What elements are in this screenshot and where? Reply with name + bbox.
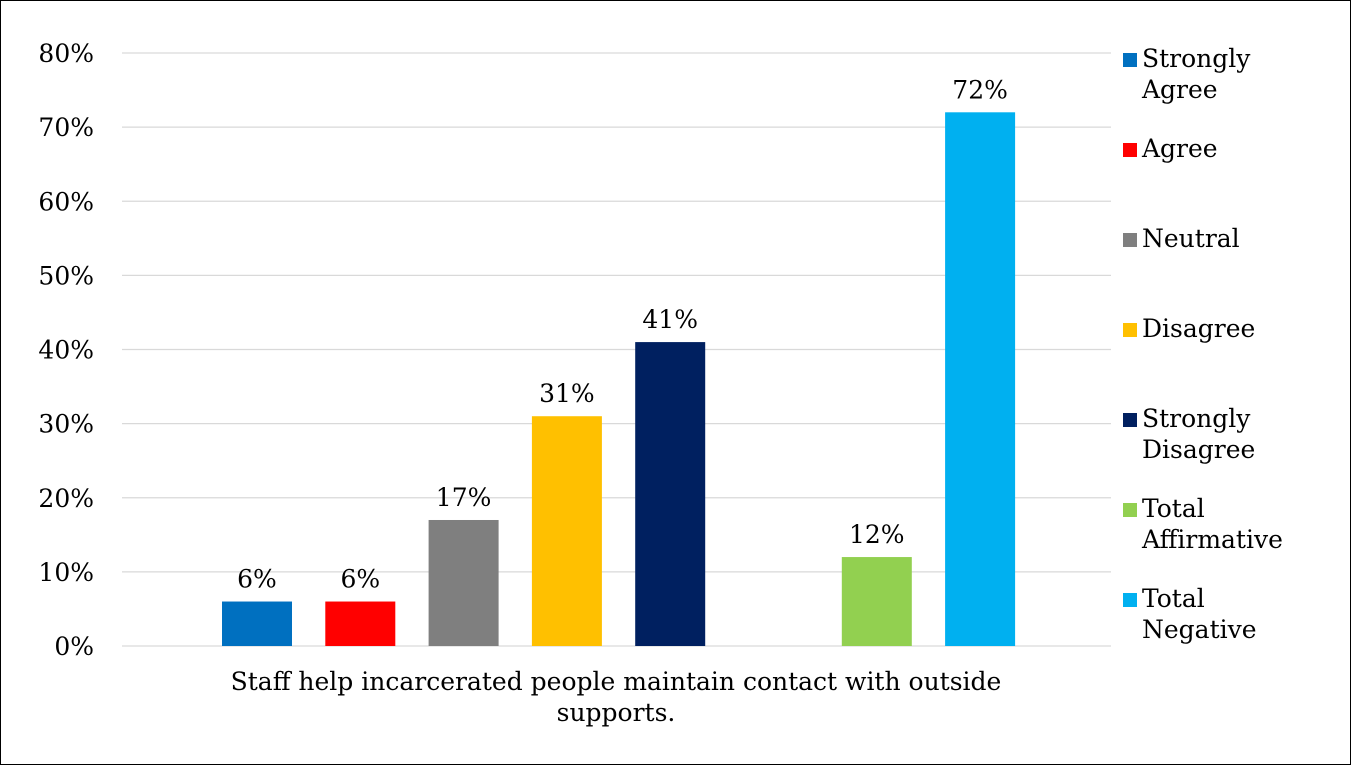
legend-label: Agree <box>1142 134 1218 163</box>
y-tick-label: 40% <box>38 336 94 365</box>
bar <box>945 112 1016 647</box>
data-label: 6% <box>340 565 380 594</box>
y-tick-label: 70% <box>38 113 94 142</box>
legend-label: Strongly Agree <box>1142 44 1251 104</box>
legend-swatch <box>1123 53 1137 67</box>
data-label: 17% <box>436 483 492 512</box>
y-tick-label: 30% <box>38 410 94 439</box>
bar <box>635 342 706 646</box>
legend-item: Disagree <box>1123 313 1255 344</box>
y-tick-label: 80% <box>38 39 94 68</box>
bar <box>841 557 912 646</box>
legend-label: Total Negative <box>1142 584 1257 644</box>
legend-label: Neutral <box>1142 224 1240 253</box>
y-tick-label: 0% <box>54 632 94 661</box>
y-tick-label: 60% <box>38 187 94 216</box>
bar <box>222 601 292 646</box>
legend-swatch <box>1123 413 1137 427</box>
data-labels: 6% 6% 17% 31% 41% 12% 72% <box>237 75 1008 593</box>
gridlines <box>122 52 1111 647</box>
bar <box>325 601 396 646</box>
legend-item: Total Negative <box>1123 583 1257 645</box>
data-label: 72% <box>952 75 1008 104</box>
y-tick-label: 10% <box>38 558 94 587</box>
bar <box>531 416 602 646</box>
legend-item: Strongly Disagree <box>1123 403 1255 465</box>
y-tick-label: 20% <box>38 484 94 513</box>
legend-label: Disagree <box>1142 314 1256 343</box>
legend-swatch <box>1123 503 1137 517</box>
bar <box>428 519 499 646</box>
legend-item: Agree <box>1123 133 1218 164</box>
legend-swatch <box>1123 143 1137 157</box>
legend-swatch <box>1123 233 1137 247</box>
legend-item: Total Affirmative <box>1123 493 1283 555</box>
legend-label: Total Affirmative <box>1142 494 1283 554</box>
bars <box>222 112 1016 647</box>
data-label: 41% <box>642 305 698 334</box>
data-label: 12% <box>849 520 905 549</box>
legend-swatch <box>1123 323 1137 337</box>
data-label: 6% <box>237 565 277 594</box>
data-label: 31% <box>539 379 595 408</box>
legend-item: Strongly Agree <box>1123 43 1250 105</box>
y-tick-label: 50% <box>38 261 94 290</box>
x-axis-category: Staff help incarcerated people maintain … <box>231 667 1002 727</box>
y-axis-ticks: 0% 10% 20% 30% 40% 50% 60% 70% 80% <box>38 39 94 661</box>
legend-item: Neutral <box>1123 223 1240 254</box>
legend-label: Strongly Disagree <box>1142 404 1256 464</box>
legend-swatch <box>1123 593 1137 607</box>
category-label: Staff help incarcerated people maintain … <box>231 667 1002 727</box>
